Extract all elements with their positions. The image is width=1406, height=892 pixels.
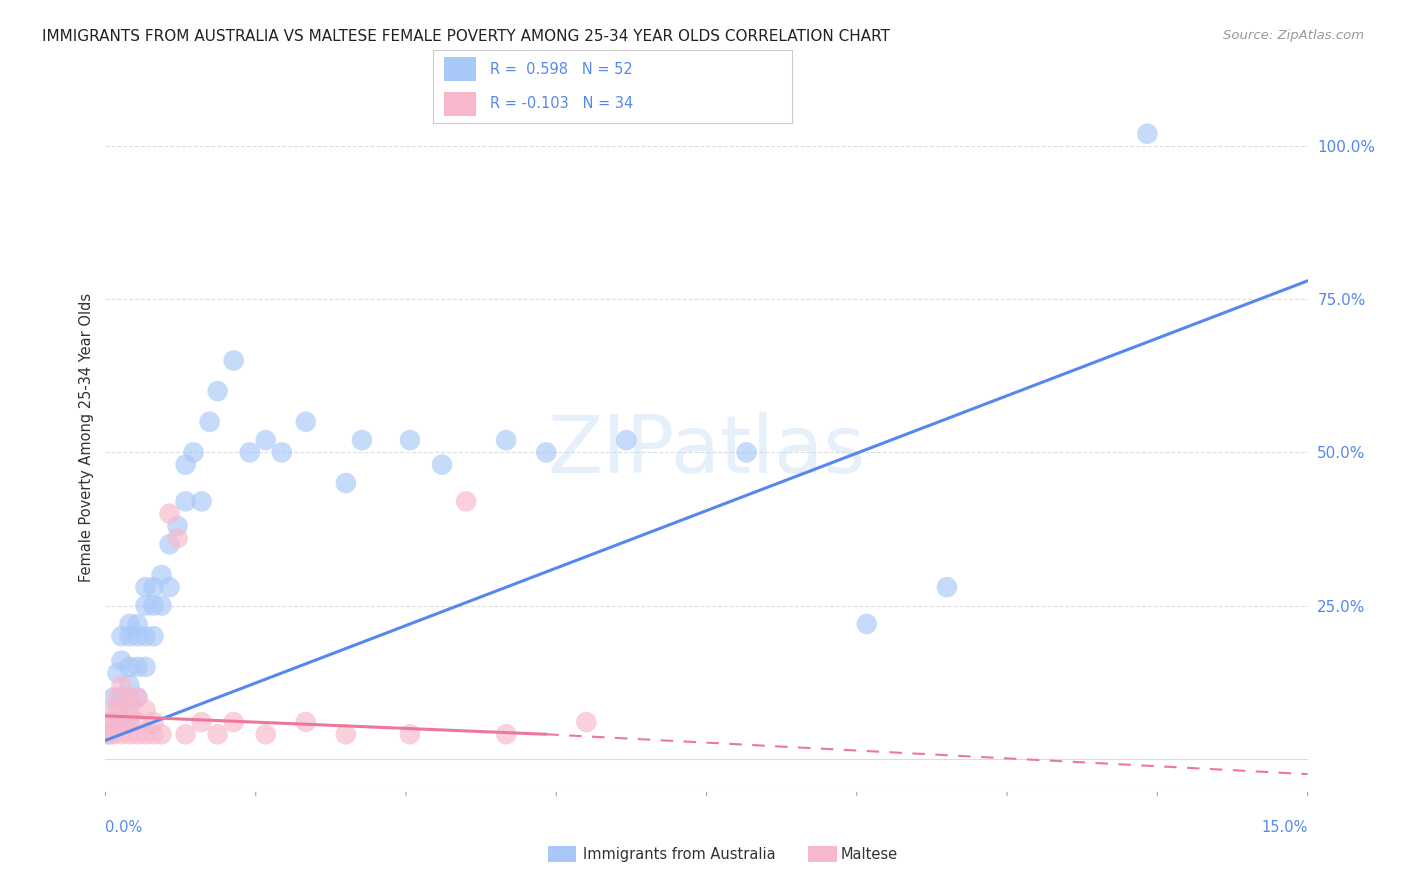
Point — [735, 445, 758, 459]
Point — [118, 703, 141, 717]
Point — [127, 727, 149, 741]
Point — [98, 727, 121, 741]
Point — [142, 629, 165, 643]
Point — [399, 433, 422, 447]
Point — [127, 660, 149, 674]
Point — [174, 458, 197, 472]
Point — [107, 690, 129, 705]
Point — [110, 654, 132, 668]
Point — [159, 580, 181, 594]
Point — [616, 433, 638, 447]
Point — [135, 660, 157, 674]
Text: IMMIGRANTS FROM AUSTRALIA VS MALTESE FEMALE POVERTY AMONG 25-34 YEAR OLDS CORREL: IMMIGRANTS FROM AUSTRALIA VS MALTESE FEM… — [42, 29, 890, 44]
Point — [118, 678, 141, 692]
Point — [127, 690, 149, 705]
Point — [110, 690, 132, 705]
Text: 15.0%: 15.0% — [1261, 821, 1308, 835]
Text: 0.0%: 0.0% — [105, 821, 142, 835]
Point — [150, 727, 173, 741]
Point — [190, 714, 212, 729]
Point — [127, 617, 149, 632]
Point — [239, 445, 262, 459]
Point — [110, 678, 132, 692]
Point — [454, 494, 477, 508]
Point — [174, 494, 197, 508]
Point — [495, 433, 517, 447]
Point — [270, 445, 292, 459]
Point — [118, 714, 141, 729]
Point — [166, 531, 188, 545]
Point — [142, 727, 165, 741]
Point — [127, 629, 149, 643]
Point — [110, 703, 132, 717]
Point — [222, 353, 245, 368]
Point — [166, 519, 188, 533]
Point — [295, 714, 318, 729]
Point — [127, 690, 149, 705]
Bar — [444, 92, 477, 116]
Point — [118, 660, 141, 674]
Point — [207, 384, 229, 398]
Point — [110, 629, 132, 643]
Point — [254, 433, 277, 447]
Point — [295, 415, 318, 429]
Text: R =  0.598   N = 52: R = 0.598 N = 52 — [491, 62, 633, 78]
Point — [207, 727, 229, 741]
Text: Source: ZipAtlas.com: Source: ZipAtlas.com — [1223, 29, 1364, 42]
Point — [534, 445, 557, 459]
Point — [254, 727, 277, 741]
Point — [159, 507, 181, 521]
Point — [399, 727, 422, 741]
Text: Maltese: Maltese — [841, 847, 898, 862]
Point — [183, 445, 205, 459]
Bar — [444, 57, 477, 81]
Point — [150, 568, 173, 582]
Point — [174, 727, 197, 741]
Point — [142, 714, 165, 729]
Point — [118, 617, 141, 632]
Point — [150, 599, 173, 613]
Point — [127, 714, 149, 729]
Point — [222, 714, 245, 729]
Text: ZIPatlas: ZIPatlas — [547, 412, 866, 491]
Point — [198, 415, 221, 429]
Point — [350, 433, 373, 447]
Point — [142, 580, 165, 594]
Point — [430, 458, 453, 472]
Point — [1136, 127, 1159, 141]
Point — [135, 599, 157, 613]
Point — [495, 727, 517, 741]
Point — [118, 629, 141, 643]
Point — [107, 714, 129, 729]
Y-axis label: Female Poverty Among 25-34 Year Olds: Female Poverty Among 25-34 Year Olds — [79, 293, 94, 582]
Point — [103, 714, 125, 729]
Point — [118, 727, 141, 741]
Point — [135, 580, 157, 594]
Point — [135, 703, 157, 717]
Point — [575, 714, 598, 729]
Point — [118, 690, 141, 705]
Point — [103, 703, 125, 717]
Point — [97, 727, 120, 741]
Point — [135, 727, 157, 741]
Point — [103, 690, 125, 705]
Text: R = -0.103   N = 34: R = -0.103 N = 34 — [491, 95, 634, 111]
Point — [110, 727, 132, 741]
Text: Immigrants from Australia: Immigrants from Australia — [583, 847, 776, 862]
Point — [98, 714, 121, 729]
Point — [142, 599, 165, 613]
Point — [135, 629, 157, 643]
Point — [936, 580, 959, 594]
Point — [107, 703, 129, 717]
Point — [855, 617, 877, 632]
Point — [335, 476, 357, 491]
Point — [159, 537, 181, 551]
Point — [110, 714, 132, 729]
Point — [118, 709, 141, 723]
Point — [103, 727, 125, 741]
Point — [335, 727, 357, 741]
Point — [107, 665, 129, 680]
Point — [190, 494, 212, 508]
